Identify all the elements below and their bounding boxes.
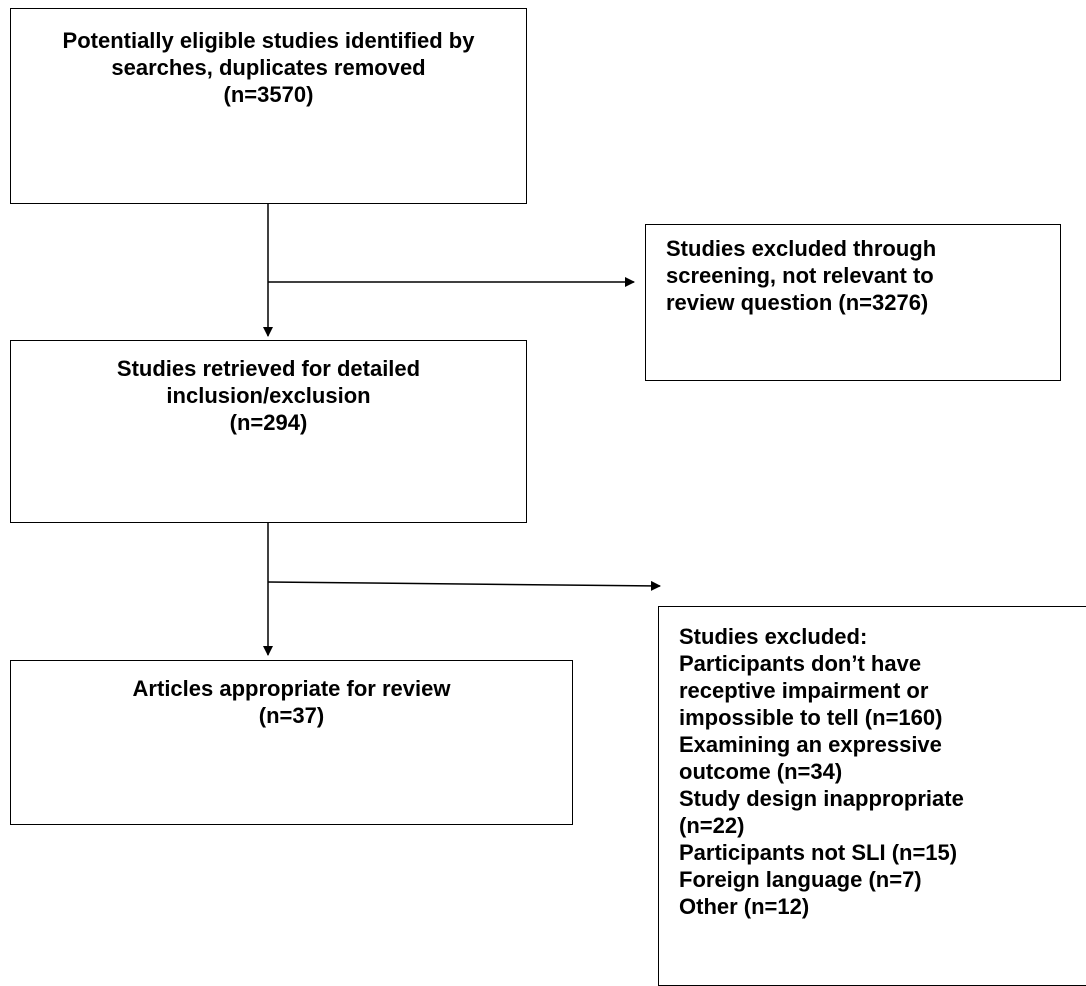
box-retrieved-line-1: Studies retrieved for detailed (116, 356, 421, 381)
exclusion-line-2: receptive impairment or (679, 678, 929, 703)
exclusion-line-4: Examining an expressive (679, 732, 942, 757)
exclusion-line-6: Study design inappropriate (679, 786, 964, 811)
box-excluded-screening: Studies excluded through screening, not … (645, 224, 1061, 381)
exclusion-line-1: Participants don’t have (679, 651, 922, 676)
exclusion-line-8: Participants not SLI (n=15) (679, 840, 958, 865)
box-identified: Potentially eligible studies identified … (10, 8, 527, 204)
box-identified-line-2: searches, duplicates removed (111, 55, 426, 80)
box-appropriate-line-2: (n=37) (258, 703, 325, 728)
box-retrieved-line-2: inclusion/exclusion (166, 383, 371, 408)
excluded-header: Studies excluded: (679, 624, 868, 649)
box-appropriate-line-1: Articles appropriate for review (132, 676, 451, 701)
exclusion-line-10: Other (n=12) (679, 894, 810, 919)
box-identified-line-1: Potentially eligible studies identified … (62, 28, 475, 53)
box-retrieved-line-3: (n=294) (229, 410, 308, 435)
box-excluded-detailed: Studies excluded: Participants don’t hav… (658, 606, 1086, 986)
arrow-to-excluded-detailed (267, 580, 661, 591)
exclusion-line-7: (n=22) (679, 813, 745, 838)
exclusion-line-3: impossible to tell (n=160) (679, 705, 943, 730)
flow-connectors (263, 204, 661, 656)
box-appropriate: Articles appropriate for review (n=37) (10, 660, 573, 825)
box-excluded-screening-line-1: Studies excluded through (666, 236, 937, 261)
box-excluded-screening-line-2: screening, not relevant to (666, 263, 934, 288)
exclusion-line-5: outcome (n=34) (679, 759, 843, 784)
box-identified-line-3: (n=3570) (223, 82, 314, 107)
box-retrieved: Studies retrieved for detailed inclusion… (10, 340, 527, 523)
exclusion-line-9: Foreign language (n=7) (679, 867, 922, 892)
box-excluded-screening-line-3: review question (n=3276) (666, 290, 929, 315)
